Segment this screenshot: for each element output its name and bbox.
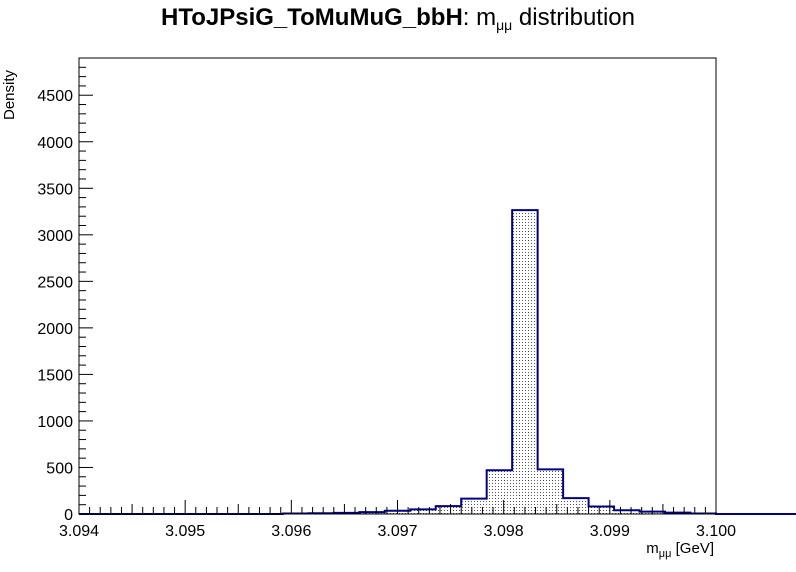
y-axis-title: Density [1, 69, 18, 120]
x-tick-label: 3.100 [696, 523, 736, 540]
axis-ticks [78, 57, 717, 515]
x-axis-title-main: m [646, 540, 659, 557]
x-tick-label: 3.096 [271, 523, 311, 540]
histogram-bar [537, 469, 564, 514]
y-tick-label: 2000 [37, 321, 73, 338]
x-tick-label: 3.094 [59, 523, 99, 540]
x-tick-label: 3.097 [377, 523, 417, 540]
histogram-outline-line [79, 209, 796, 515]
histogram-bar [512, 210, 538, 515]
x-axis-title-unit: [GeV] [671, 540, 714, 557]
x-tick-label: 3.098 [484, 523, 524, 540]
y-tick-label: 3000 [37, 228, 73, 245]
x-tick-label: 3.099 [590, 523, 630, 540]
histogram-bar [435, 506, 462, 514]
x-axis-title-sub: μμ [659, 548, 672, 560]
histogram-bar [588, 506, 615, 514]
chart-title: HToJPsiG_ToMuMuG_bbH: mμμ distribution [0, 4, 796, 33]
plot-frame [78, 57, 717, 515]
y-tick-label: 4500 [37, 88, 73, 105]
x-axis-title: mμμ [GeV] [646, 540, 714, 560]
y-tick-label: 500 [46, 460, 73, 477]
histogram-bar [614, 510, 640, 514]
histogram-bar [461, 498, 487, 514]
histogram-outline [79, 209, 796, 515]
chart-title-bold: HToJPsiG_ToMuMuG_bbH [161, 4, 463, 31]
chart-title-suffix: : m [462, 4, 497, 31]
y-tick-label: 2500 [37, 274, 73, 291]
histogram-bar [410, 509, 436, 514]
histogram-bars [282, 210, 716, 515]
y-tick-label: 0 [64, 507, 73, 524]
chart-title-subscript: μμ [496, 17, 513, 33]
y-tick-label: 3500 [37, 181, 73, 198]
chart-title-tail: distribution [512, 4, 635, 31]
tick-labels: 0 500 1000 1500 2000 2500 3000 3500 4000 4500 3.09… [37, 88, 736, 540]
y-tick-label: 1500 [37, 367, 73, 384]
histogram-bar [486, 470, 513, 514]
y-tick-label: 1000 [37, 414, 73, 431]
histogram-bar [563, 498, 589, 514]
x-tick-label: 3.095 [165, 523, 205, 540]
y-tick-label: 4000 [37, 135, 73, 152]
